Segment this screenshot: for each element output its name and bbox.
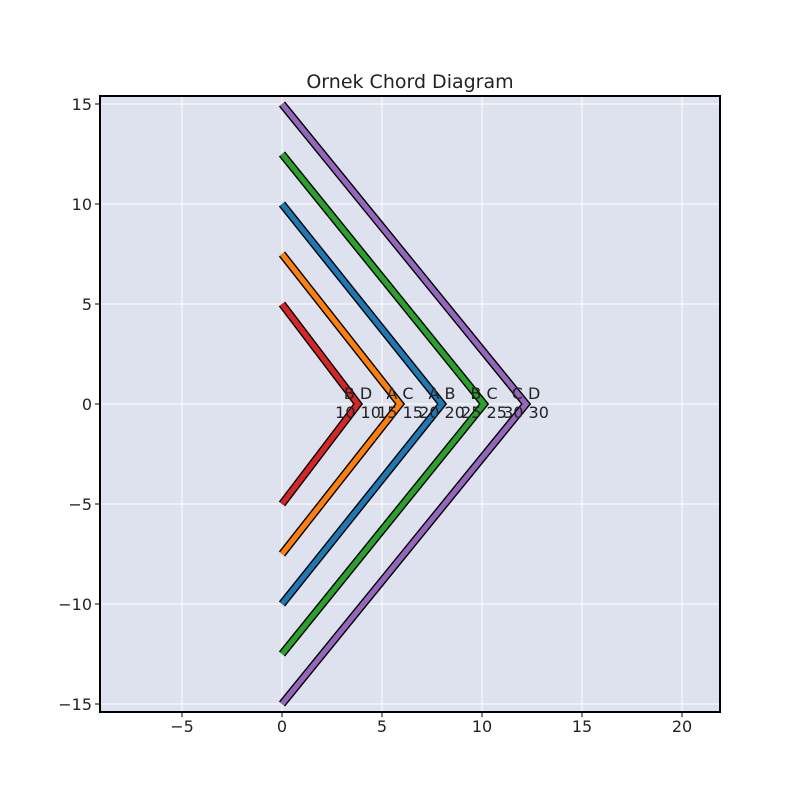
x-tick-label: 0 [277,717,287,736]
x-tick-label: 20 [672,717,692,736]
y-tick-label: 15 [72,95,92,114]
y-axis: −15 −10 −5 0 5 10 15 [58,95,100,714]
y-tick-label: 0 [82,395,92,414]
chord-2 [279,252,404,556]
y-tick-label: 5 [82,295,92,314]
x-axis: −5 0 5 10 15 20 [170,712,692,736]
chord-marks [278,101,532,707]
x-tick-label: −5 [170,717,194,736]
chord-label: 15 15 [377,403,423,422]
chord-labels: B D10 10 A C15 15 A B20 20 B C25 25 C D30 30 [335,384,549,422]
y-tick-label: −10 [58,595,92,614]
y-tick-label: −5 [68,495,92,514]
x-tick-label: 10 [472,717,492,736]
chord-label: 30 30 [503,403,549,422]
chord-label: B C [470,384,497,403]
chart-title: Ornek Chord Diagram [306,71,513,93]
chord-3 [279,202,446,606]
chord-label: A C [386,384,413,403]
x-tick-label: 15 [572,717,592,736]
grid [100,96,720,712]
chord-label: 10 10 [335,403,381,422]
chord-label: 20 20 [419,403,465,422]
chord-label: 25 25 [461,403,507,422]
chord-label: C D [512,384,541,403]
chord-label: B D [344,384,372,403]
chord-5 [279,102,530,706]
chord-1 [279,302,362,506]
x-tick-label: 5 [377,717,387,736]
chord-label: A B [428,384,455,403]
y-tick-label: 10 [72,195,92,214]
chord-4 [279,152,488,656]
y-tick-label: −15 [58,695,92,714]
